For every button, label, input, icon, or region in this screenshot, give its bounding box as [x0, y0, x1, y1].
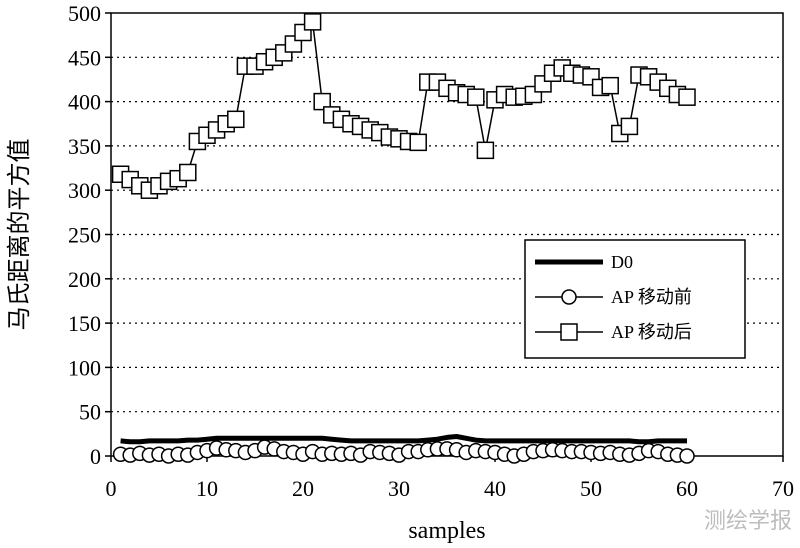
y-tick-label: 50: [79, 400, 101, 425]
y-tick-label: 0: [90, 444, 101, 469]
y-tick-label: 450: [68, 45, 101, 70]
y-tick-label: 500: [68, 1, 101, 26]
y-tick-label: 250: [68, 223, 101, 248]
y-tick-label: 350: [68, 134, 101, 159]
series-layer: [111, 13, 696, 464]
data-point-square: [303, 13, 322, 31]
data-point-square: [227, 110, 245, 129]
x-tick-label: 50: [580, 476, 602, 501]
data-point-square: [476, 141, 495, 160]
series-d0: [120, 434, 687, 445]
x-axis-title: samples: [408, 518, 485, 544]
series-line-d0: [120, 434, 687, 445]
x-tick-label: 10: [196, 476, 218, 501]
y-tick-label: 100: [68, 355, 101, 380]
watermark-text: 测绘学报: [704, 509, 792, 534]
legend-swatch-square-marker: [560, 323, 578, 341]
legend-label-before: AP 移动前: [611, 287, 692, 307]
x-tick-label: 0: [106, 476, 117, 501]
y-axis-ticks: 0 50 100 150 200 250 300 350 400 450 500: [68, 1, 111, 469]
y-tick-label: 200: [68, 267, 101, 292]
x-tick-label: 30: [388, 476, 410, 501]
series-after: [111, 13, 696, 199]
data-point-square: [620, 117, 639, 136]
x-tick-label: 70: [772, 476, 794, 501]
y-tick-label: 150: [68, 311, 101, 336]
legend: D0 AP 移动前 AP 移动后: [524, 239, 746, 359]
legend-entry-after: AP 移动后: [535, 322, 692, 342]
data-point-square: [467, 88, 485, 106]
x-tick-label: 20: [292, 476, 314, 501]
data-point-circle: [679, 448, 695, 464]
y-tick-label: 400: [68, 90, 101, 115]
x-tick-label: 60: [676, 476, 698, 501]
legend-entry-before: AP 移动前: [535, 287, 692, 307]
legend-label-after: AP 移动后: [611, 322, 692, 342]
legend-entry-d0: D0: [535, 252, 633, 272]
x-tick-label: 40: [484, 476, 506, 501]
series-line-after: [120, 21, 688, 191]
series-before: [112, 439, 695, 464]
data-point-square: [601, 76, 619, 95]
y-axis-title: 马氏距离的平方值: [6, 139, 33, 331]
y-tick-label: 300: [68, 178, 101, 203]
data-point-square: [678, 88, 696, 106]
legend-swatch-circle-marker: [561, 289, 577, 305]
data-point-square: [179, 163, 197, 182]
legend-label-d0: D0: [611, 252, 633, 272]
data-point-square: [313, 92, 331, 111]
data-point-square: [409, 133, 427, 152]
